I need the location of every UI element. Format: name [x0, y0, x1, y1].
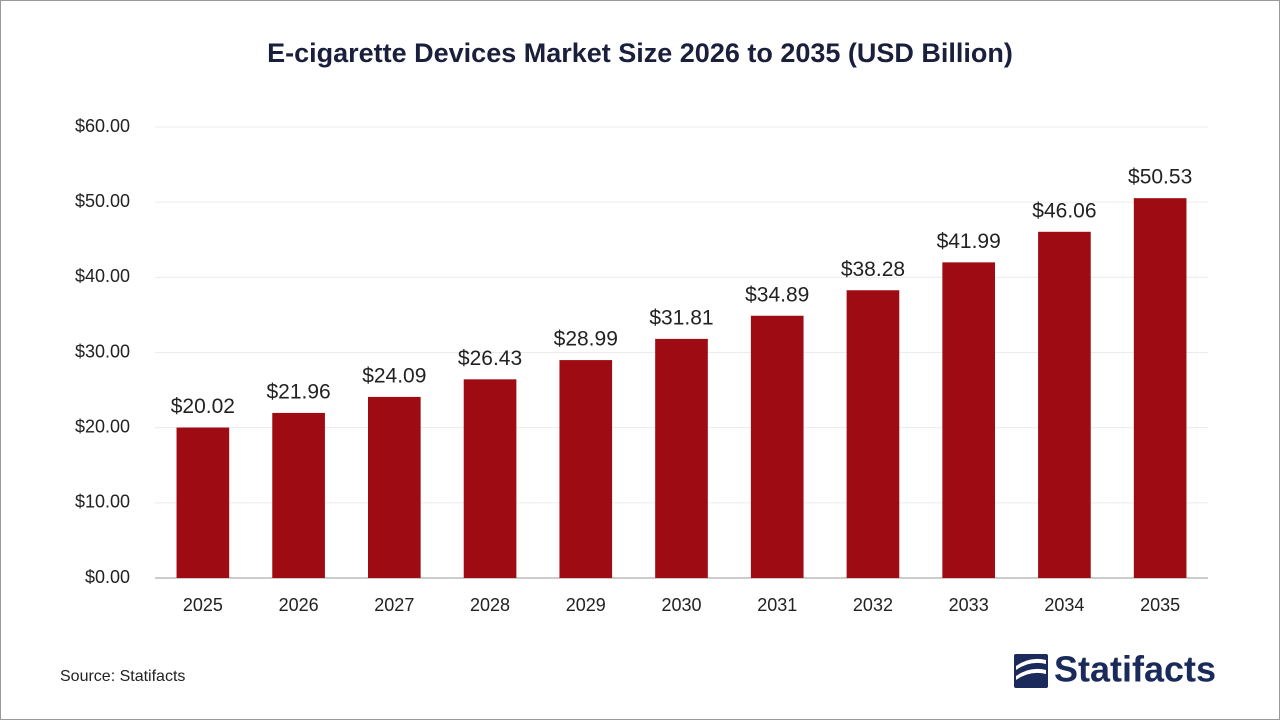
y-tick-label: $50.00 [75, 191, 130, 211]
chart-title: E-cigarette Devices Market Size 2026 to … [267, 38, 1013, 68]
y-tick-label: $40.00 [75, 266, 130, 286]
logo-icon [1014, 654, 1048, 688]
x-tick-label: 2029 [566, 595, 606, 615]
value-label: $38.28 [841, 258, 905, 281]
x-tick-label: 2033 [949, 595, 989, 615]
y-tick-label: $0.00 [85, 567, 130, 587]
x-tick-label: 2030 [661, 595, 701, 615]
value-label: $50.53 [1128, 166, 1192, 189]
bar [846, 290, 900, 578]
x-tick-label: 2026 [279, 595, 319, 615]
value-label: $41.99 [937, 230, 1001, 253]
y-tick-label: $10.00 [75, 492, 130, 512]
y-tick-label: $30.00 [75, 341, 130, 361]
x-tick-label: 2031 [757, 595, 797, 615]
x-tick-label: 2032 [853, 595, 893, 615]
value-label: $46.06 [1032, 199, 1096, 222]
bar [367, 396, 421, 578]
y-tick-label: $60.00 [75, 116, 130, 136]
value-label: $21.96 [266, 380, 330, 403]
x-tick-label: 2035 [1140, 595, 1180, 615]
value-label: $20.02 [171, 395, 235, 418]
x-tick-label: 2034 [1044, 595, 1084, 615]
bar [559, 360, 613, 578]
value-label: $26.43 [458, 347, 522, 370]
value-label: $28.99 [554, 328, 618, 351]
source: Source: Statifacts [60, 668, 185, 685]
bar [942, 262, 996, 578]
x-tick-label: 2028 [470, 595, 510, 615]
x-tick-label: 2027 [374, 595, 414, 615]
bar [176, 427, 230, 578]
value-label: $34.89 [745, 283, 809, 306]
x-tick-label: 2025 [183, 595, 223, 615]
brand: Statifacts [1054, 649, 1216, 690]
value-label: $24.09 [362, 364, 426, 387]
bar [655, 338, 708, 578]
bar [750, 315, 804, 578]
y-tick-label: $20.00 [75, 416, 130, 436]
bar [272, 412, 325, 578]
value-label: $31.81 [649, 306, 713, 329]
bar [463, 379, 517, 578]
bar [1038, 231, 1091, 578]
bar [1133, 198, 1187, 578]
